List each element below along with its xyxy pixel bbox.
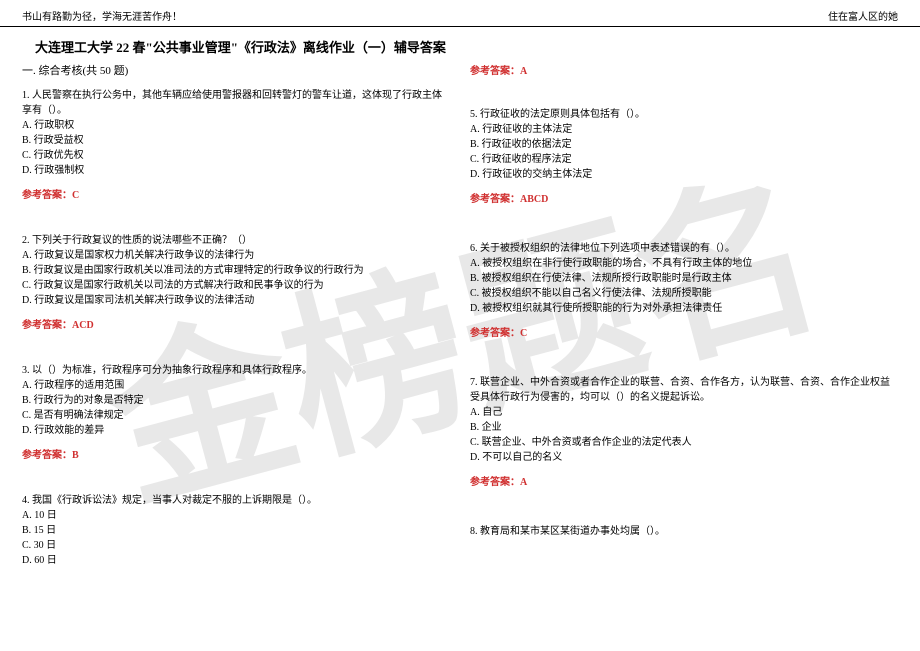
question-5: 5. 行政征收的法定原则具体包括有（）。 A. 行政征收的主体法定 B. 行政征… bbox=[470, 107, 898, 182]
q1-stem: 1. 人民警察在执行公务中，其他车辆应给使用警报器和回转警灯的警车让道，这体现了… bbox=[22, 88, 445, 118]
q6-opt-a: A. 被授权组织在非行使行政职能的场合，不具有行政主体的地位 bbox=[470, 256, 898, 271]
q1-opt-d: D. 行政强制权 bbox=[22, 163, 445, 178]
answer-label: 参考答案： bbox=[22, 190, 72, 201]
q6-answer: 参考答案：C bbox=[470, 324, 898, 339]
q3-opt-a: A. 行政程序的适用范围 bbox=[22, 378, 445, 393]
answer-label: 参考答案： bbox=[470, 477, 520, 488]
q7-answer-value: A bbox=[520, 477, 527, 488]
question-3: 3. 以（）为标准，行政程序可分为抽象行政程序和具体行政程序。 A. 行政程序的… bbox=[22, 363, 445, 438]
answer-label: 参考答案： bbox=[22, 320, 72, 331]
q5-stem: 5. 行政征收的法定原则具体包括有（）。 bbox=[470, 107, 898, 122]
q5-answer: 参考答案：ABCD bbox=[470, 190, 898, 205]
q5-opt-a: A. 行政征收的主体法定 bbox=[470, 122, 898, 137]
q7-opt-d: D. 不可以自己的名义 bbox=[470, 450, 898, 465]
q1-opt-a: A. 行政职权 bbox=[22, 118, 445, 133]
q8-stem: 8. 教育局和某市某区某街道办事处均属（）。 bbox=[470, 524, 898, 539]
q6-opt-d: D. 被授权组织就其行使所授职能的行为对外承担法律责任 bbox=[470, 301, 898, 316]
q5-answer-value: ABCD bbox=[520, 194, 548, 205]
q2-opt-b: B. 行政复议是由国家行政机关以准司法的方式审理特定的行政争议的行政行为 bbox=[22, 263, 445, 278]
page-title: 大连理工大学 22 春"公共事业管理"《行政法》离线作业（一）辅导答案 bbox=[0, 27, 920, 62]
q5-opt-b: B. 行政征收的依据法定 bbox=[470, 137, 898, 152]
q4-opt-c: C. 30 日 bbox=[22, 538, 445, 553]
q2-opt-a: A. 行政复议是国家权力机关解决行政争议的法律行为 bbox=[22, 248, 445, 263]
q7-opt-b: B. 企业 bbox=[470, 420, 898, 435]
right-column: 参考答案：A 5. 行政征收的法定原则具体包括有（）。 A. 行政征收的主体法定… bbox=[460, 62, 898, 576]
q2-opt-c: C. 行政复议是国家行政机关以司法的方式解决行政和民事争议的行为 bbox=[22, 278, 445, 293]
q3-answer: 参考答案：B bbox=[22, 446, 445, 461]
header-left: 书山有路勤为径，学海无涯苦作舟！ bbox=[22, 8, 182, 23]
q1-answer-value: C bbox=[72, 190, 79, 201]
q4-stem: 4. 我国《行政诉讼法》规定，当事人对裁定不服的上诉期限是（）。 bbox=[22, 493, 445, 508]
q1-answer: 参考答案：C bbox=[22, 186, 445, 201]
q6-opt-c: C. 被授权组织不能以自己名义行使法律、法规所授职能 bbox=[470, 286, 898, 301]
q3-opt-b: B. 行政行为的对象是否特定 bbox=[22, 393, 445, 408]
question-7: 7. 联营企业、中外合资或者合作企业的联营、合资、合作各方，认为联营、合资、合作… bbox=[470, 375, 898, 465]
q2-opt-d: D. 行政复议是国家司法机关解决行政争议的法律活动 bbox=[22, 293, 445, 308]
q6-opt-b: B. 被授权组织在行使法律、法规所授行政职能时是行政主体 bbox=[470, 271, 898, 286]
q4-opt-d: D. 60 日 bbox=[22, 553, 445, 568]
prev-answer: 参考答案：A bbox=[470, 62, 898, 77]
q6-answer-value: C bbox=[520, 328, 527, 339]
section-label: 一. 综合考核(共 50 题) bbox=[22, 62, 445, 78]
page-content: 书山有路勤为径，学海无涯苦作舟！ 住在富人区的她 大连理工大学 22 春"公共事… bbox=[0, 0, 920, 576]
answer-label: 参考答案： bbox=[470, 328, 520, 339]
q6-stem: 6. 关于被授权组织的法律地位下列选项中表述错误的有（）。 bbox=[470, 241, 898, 256]
q7-opt-c: C. 联营企业、中外合资或者合作企业的法定代表人 bbox=[470, 435, 898, 450]
q1-opt-c: C. 行政优先权 bbox=[22, 148, 445, 163]
prev-answer-value: A bbox=[520, 66, 527, 77]
question-1: 1. 人民警察在执行公务中，其他车辆应给使用警报器和回转警灯的警车让道，这体现了… bbox=[22, 88, 445, 178]
q3-opt-c: C. 是否有明确法律规定 bbox=[22, 408, 445, 423]
answer-label: 参考答案： bbox=[470, 66, 520, 77]
left-column: 一. 综合考核(共 50 题) 1. 人民警察在执行公务中，其他车辆应给使用警报… bbox=[22, 62, 460, 576]
q4-opt-a: A. 10 日 bbox=[22, 508, 445, 523]
q2-stem: 2. 下列关于行政复议的性质的说法哪些不正确？（） bbox=[22, 233, 445, 248]
q7-stem: 7. 联营企业、中外合资或者合作企业的联营、合资、合作各方，认为联营、合资、合作… bbox=[470, 375, 898, 405]
question-4: 4. 我国《行政诉讼法》规定，当事人对裁定不服的上诉期限是（）。 A. 10 日… bbox=[22, 493, 445, 568]
q3-opt-d: D. 行政效能的差异 bbox=[22, 423, 445, 438]
q5-opt-c: C. 行政征收的程序法定 bbox=[470, 152, 898, 167]
q3-stem: 3. 以（）为标准，行政程序可分为抽象行政程序和具体行政程序。 bbox=[22, 363, 445, 378]
answer-label: 参考答案： bbox=[470, 194, 520, 205]
question-2: 2. 下列关于行政复议的性质的说法哪些不正确？（） A. 行政复议是国家权力机关… bbox=[22, 233, 445, 308]
answer-label: 参考答案： bbox=[22, 450, 72, 461]
header-right: 住在富人区的她 bbox=[828, 8, 898, 23]
q2-answer-value: ACD bbox=[72, 320, 94, 331]
question-8: 8. 教育局和某市某区某街道办事处均属（）。 bbox=[470, 524, 898, 539]
q4-opt-b: B. 15 日 bbox=[22, 523, 445, 538]
question-6: 6. 关于被授权组织的法律地位下列选项中表述错误的有（）。 A. 被授权组织在非… bbox=[470, 241, 898, 316]
page-header: 书山有路勤为径，学海无涯苦作舟！ 住在富人区的她 bbox=[0, 0, 920, 27]
q5-opt-d: D. 行政征收的交纳主体法定 bbox=[470, 167, 898, 182]
q7-opt-a: A. 自己 bbox=[470, 405, 898, 420]
q1-opt-b: B. 行政受益权 bbox=[22, 133, 445, 148]
q7-answer: 参考答案：A bbox=[470, 473, 898, 488]
columns: 一. 综合考核(共 50 题) 1. 人民警察在执行公务中，其他车辆应给使用警报… bbox=[0, 62, 920, 576]
q2-answer: 参考答案：ACD bbox=[22, 316, 445, 331]
q3-answer-value: B bbox=[72, 450, 79, 461]
